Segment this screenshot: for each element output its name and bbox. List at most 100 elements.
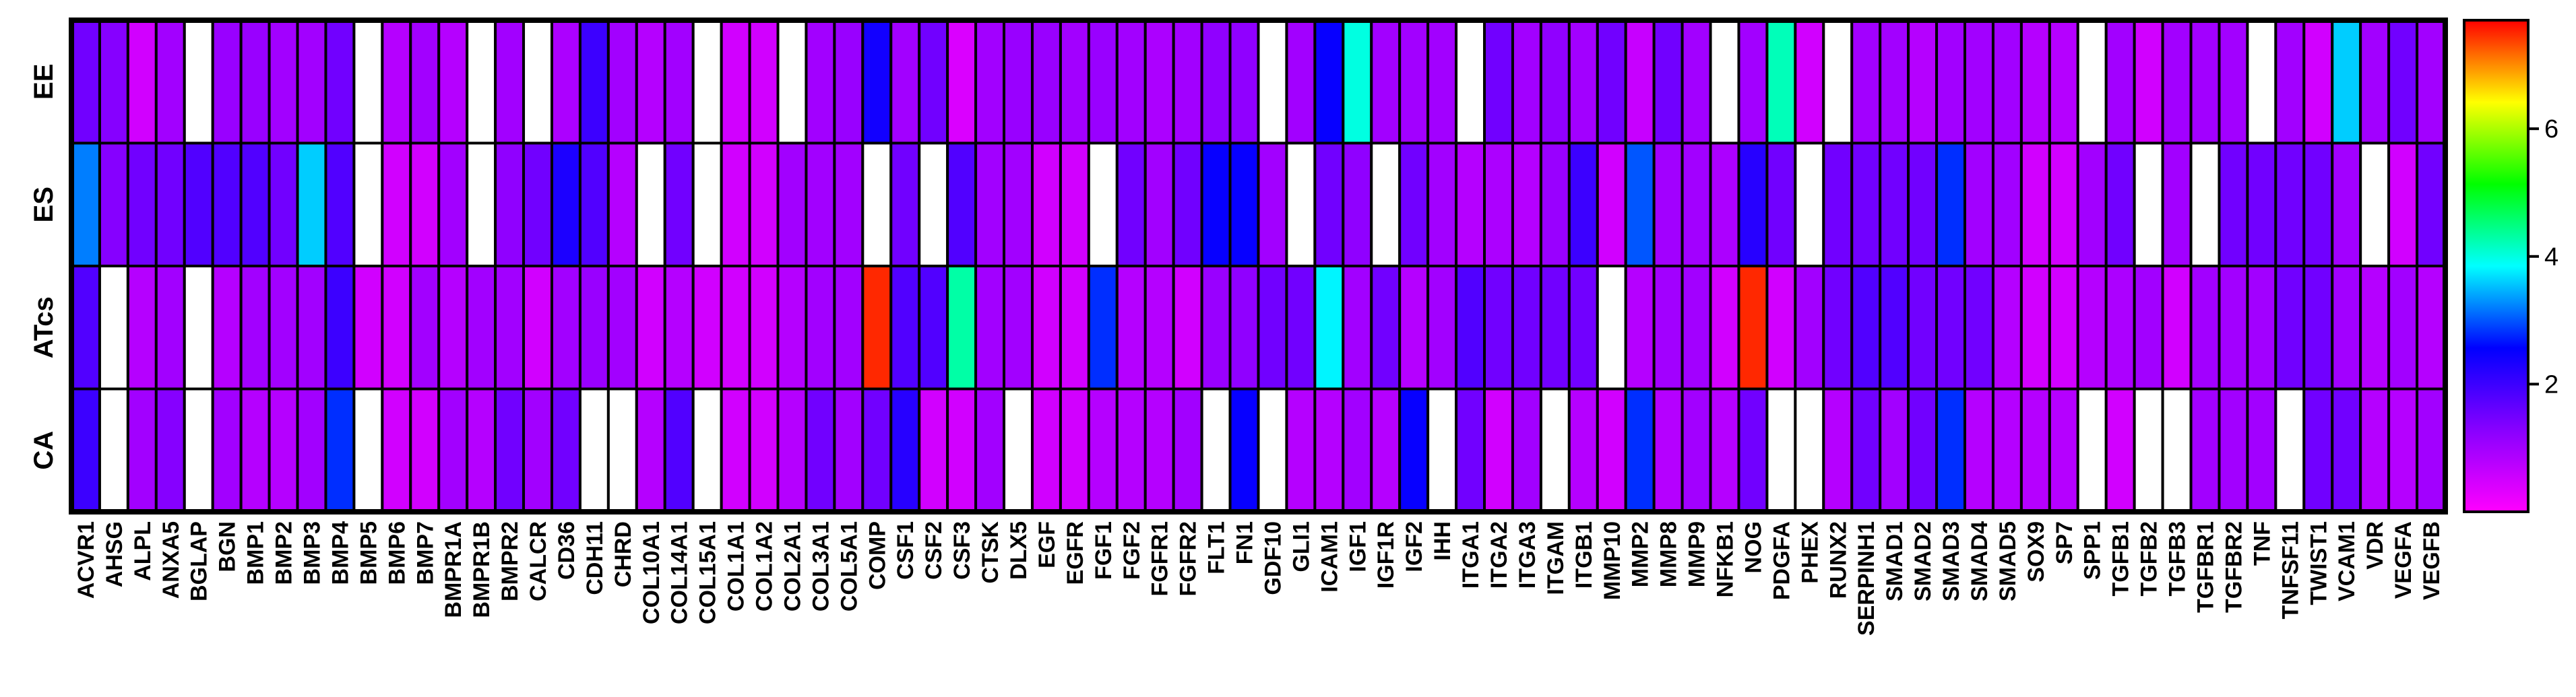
heatmap-cell-ee-phex: [1795, 20, 1823, 143]
heatmap-cell-ee-flt1: [1202, 20, 1230, 143]
heatmap-cell-es-igf2: [1400, 143, 1428, 267]
col-label-cd36: CD36: [554, 521, 579, 580]
col-label-calcr: CALCR: [526, 521, 551, 601]
heatmap-cell-ca-tnf: [2247, 389, 2275, 512]
column-labels: ACVR1 AHSG ALPL ANXA5 BGLAP BGN BMP1 BMP2 BMP3 BM…: [73, 521, 2445, 636]
heatmap-cell-ca-bmp7: [410, 389, 439, 512]
heatmap-cell-es-col3a1: [806, 143, 834, 267]
heatmap-cell-ee-bmp3: [298, 20, 326, 143]
heatmap-cell-atcs-itga3: [1513, 266, 1541, 389]
heatmap-cell-ee-igf1r: [1371, 20, 1400, 143]
heatmap-cell-ee-smad2: [1908, 20, 1937, 143]
heatmap-cell-es-smad3: [1937, 143, 1965, 267]
heatmap-cell-ca-csf3: [947, 389, 976, 512]
heatmap-cell-atcs-itgb1: [1569, 266, 1598, 389]
heatmap-cell-ee-mmp8: [1654, 20, 1683, 143]
heatmap-cell-atcs-col5a1: [834, 266, 862, 389]
heatmap-cell-ee-alpl: [128, 20, 156, 143]
col-label-bmp4: BMP4: [327, 521, 353, 585]
heatmap-cell-ee-cd36: [552, 20, 580, 143]
heatmap-cell-ee-dlx5: [1004, 20, 1032, 143]
heatmap-cell-ee-itgb1: [1569, 20, 1598, 143]
heatmap-cell-ee-ihh: [1428, 20, 1456, 143]
col-label-tnf: TNF: [2249, 521, 2275, 566]
heatmap-cell-atcs-mmp8: [1654, 266, 1683, 389]
heatmap-cell-ee-csf3: [947, 20, 976, 143]
col-label-col1a2: COL1A2: [752, 521, 778, 611]
col-label-flt1: FLT1: [1204, 521, 1230, 574]
col-label-igf1r: IGF1R: [1373, 521, 1399, 589]
heatmap-cell-ca-runx2: [1823, 389, 1852, 512]
heatmap-cell-ca-bmp2: [270, 389, 298, 512]
col-label-bmpr1b: BMPR1B: [469, 521, 495, 618]
heatmap-cell-ca-flt1: [1202, 389, 1230, 512]
heatmap-cell-atcs-itgam: [1541, 266, 1569, 389]
heatmap-cell-ee-fgf2: [1117, 20, 1145, 143]
heatmap-cell-ca-itga1: [1456, 389, 1484, 512]
heatmap-cell-es-ihh: [1428, 143, 1456, 267]
heatmap-cell-ca-alpl: [128, 389, 156, 512]
heatmap-cell-es-vegfb: [2417, 143, 2445, 267]
row-label-ca: CA: [29, 431, 59, 470]
heatmap-cell-es-vegfa: [2389, 143, 2417, 267]
heatmap-cell-atcs-igf2: [1400, 266, 1428, 389]
heatmap-cell-ee-gdf10: [1259, 20, 1287, 143]
heatmap-cell-es-itga3: [1513, 143, 1541, 267]
heatmap-cell-ca-mmp8: [1654, 389, 1683, 512]
heatmap-cell-es-tgfbr2: [2219, 143, 2247, 267]
heatmap-cell-ee-mmp10: [1598, 20, 1626, 143]
heatmap-cell-es-tgfb2: [2135, 143, 2163, 267]
heatmap-cell-es-egfr: [1061, 143, 1089, 267]
heatmap-cell-atcs-fgf1: [1089, 266, 1117, 389]
heatmap-cell-ee-bmp4: [325, 20, 354, 143]
heatmap-cell-ee-sp7: [2050, 20, 2078, 143]
heatmap-cell-ca-cdh11: [580, 389, 608, 512]
heatmap-cells: [71, 20, 2445, 512]
col-label-smad3: SMAD3: [1939, 521, 1964, 601]
heatmap-cell-atcs-fgfr2: [1174, 266, 1202, 389]
col-label-bmp2: BMP2: [272, 521, 297, 585]
heatmap-cell-ca-phex: [1795, 389, 1823, 512]
col-label-tgfbr2: TGFBR2: [2221, 521, 2247, 613]
heatmap-cell-ee-smad5: [1993, 20, 2021, 143]
heatmap-cell-es-igf1: [1343, 143, 1371, 267]
heatmap-cell-es-itgb1: [1569, 143, 1598, 267]
heatmap-cell-atcs-vegfb: [2417, 266, 2445, 389]
heatmap-cell-es-smad4: [1965, 143, 1993, 267]
heatmap-cell-atcs-bmpr1a: [439, 266, 467, 389]
heatmap-cell-atcs-mmp9: [1683, 266, 1711, 389]
heatmap-cell-ca-tnfsf11: [2275, 389, 2304, 512]
heatmap-cell-ca-ctsk: [976, 389, 1004, 512]
heatmap-cell-atcs-itga1: [1456, 266, 1484, 389]
heatmap-cell-atcs-mmp2: [1626, 266, 1654, 389]
heatmap-cell-ee-fgfr2: [1174, 20, 1202, 143]
col-label-pdgfa: PDGFA: [1769, 521, 1794, 600]
heatmap-cell-es-mmp2: [1626, 143, 1654, 267]
row-label-atcs: ATcs: [29, 296, 59, 358]
heatmap-cell-atcs-mmp10: [1598, 266, 1626, 389]
col-label-itgb1: ITGB1: [1571, 521, 1597, 589]
heatmap-cell-ee-nfkb1: [1711, 20, 1739, 143]
heatmap-cell-es-col1a2: [750, 143, 778, 267]
heatmap-cell-es-calcr: [524, 143, 552, 267]
heatmap-cell-atcs-col1a2: [750, 266, 778, 389]
heatmap-cell-atcs-gdf10: [1259, 266, 1287, 389]
heatmap-cell-ca-anxa5: [156, 389, 185, 512]
col-label-csf1: CSF1: [893, 521, 918, 580]
col-label-bmp6: BMP6: [384, 521, 410, 585]
col-label-egfr: EGFR: [1063, 521, 1088, 585]
heatmap-cell-atcs-gli1: [1286, 266, 1315, 389]
heatmap-cell-ee-serpinh1: [1852, 20, 1880, 143]
col-label-vcam1: VCAM1: [2334, 521, 2360, 601]
heatmap-cell-ca-pdgfa: [1767, 389, 1795, 512]
heatmap-cell-es-bmpr1b: [467, 143, 495, 267]
colorbar-gradient: [2464, 20, 2528, 512]
heatmap-cell-atcs-dlx5: [1004, 266, 1032, 389]
col-label-twist1: TWIST1: [2306, 521, 2331, 605]
heatmap-cell-ee-bmp2: [270, 20, 298, 143]
row-labels: EE ES ATcs CA: [29, 64, 59, 470]
heatmap-cell-ca-fgfr2: [1174, 389, 1202, 512]
heatmap-cell-atcs-fgfr1: [1145, 266, 1174, 389]
heatmap-cell-ee-vegfb: [2417, 20, 2445, 143]
colorbar-tick-label: 4: [2544, 243, 2558, 271]
